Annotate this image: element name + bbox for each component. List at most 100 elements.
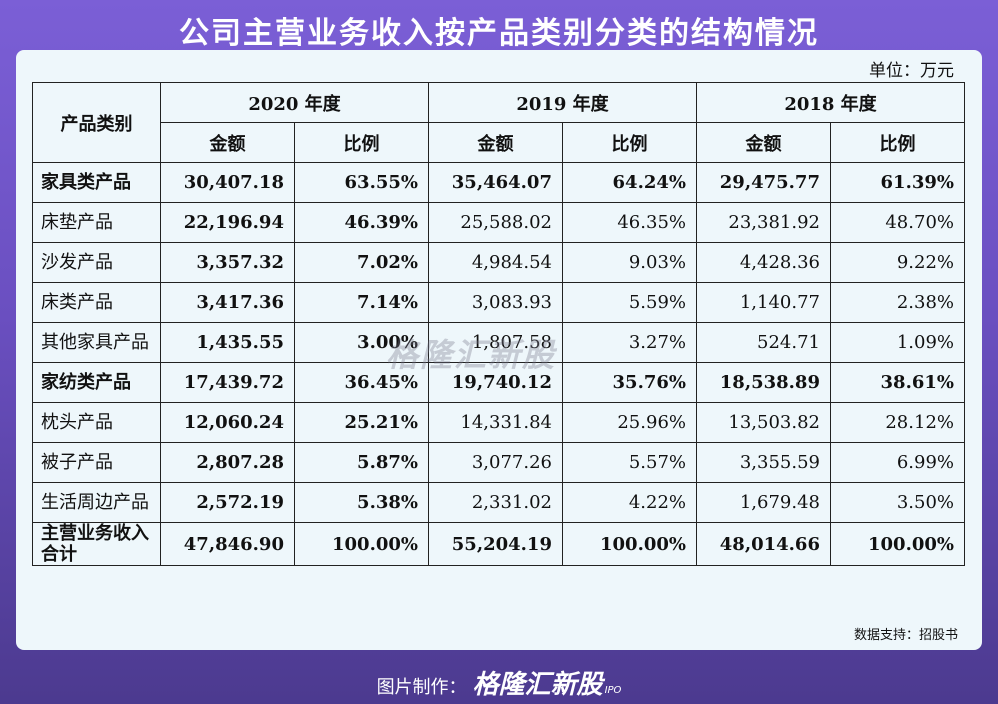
ratio-cell: 2.38% [830,282,965,323]
brand-logo: 格隆汇新股 [472,670,603,700]
footer-label: 图片制作： [376,677,467,698]
row-category-name: 主营业务收入合计 [32,522,161,566]
watermark: 格隆汇新股 [386,336,557,374]
table-row: 枕头产品 12,060.24 25.21% 14,331.84 25.96% 13,503… [32,402,965,443]
table-row: 家纺类产品 17,439.72 36.45% 19,740.12 35.76% 18,53… [32,362,965,403]
header-amount: 金额 [160,122,295,163]
table-row: 家具类产品 30,407.18 63.55% 35,464.07 64.24% 29,47… [32,162,965,203]
ratio-cell: 38.61% [830,362,965,403]
ratio-cell: 3.50% [830,482,965,523]
row-category-name: 生活周边产品 [32,482,161,523]
table-row: 其他家具产品 1,435.55 3.00% 1,807.58 3.27% 524.71 1.… [32,322,965,363]
row-category-name: 床类产品 [32,282,161,323]
ratio-cell: 100.00% [294,522,429,566]
ratio-cell: 3.27% [562,322,697,363]
ratio-cell: 46.35% [562,202,697,243]
header-amount: 金额 [696,122,831,163]
ratio-cell: 46.39% [294,202,429,243]
table-row: 床类产品 3,417.36 7.14% 3,083.93 5.59% 1,140.77 2.… [32,282,965,323]
row-category-name: 枕头产品 [32,402,161,443]
header-ratio: 比例 [830,122,965,163]
ratio-cell: 100.00% [830,522,965,566]
amount-cell: 13,503.82 [696,402,831,443]
amount-cell: 29,475.77 [696,162,831,203]
row-category-name: 其他家具产品 [32,322,161,363]
amount-cell: 1,807.58 [428,322,563,363]
amount-cell: 12,060.24 [160,402,295,443]
header-row-columns: 金额 比例 金额 比例 金额 比例 [33,122,965,163]
amount-cell: 48,014.66 [696,522,831,566]
ratio-cell: 5.38% [294,482,429,523]
table-row: 沙发产品 3,357.32 7.02% 4,984.54 9.03% 4,428.36 9.… [32,242,965,283]
row-category-name: 被子产品 [32,442,161,483]
amount-cell: 1,435.55 [160,322,295,363]
table-row: 生活周边产品 2,572.19 5.38% 2,331.02 4.22% 1,679.48… [32,482,965,523]
amount-cell: 1,140.77 [696,282,831,323]
ratio-cell: 28.12% [830,402,965,443]
amount-cell: 14,331.84 [428,402,563,443]
ratio-cell: 5.59% [562,282,697,323]
ratio-cell: 25.21% [294,402,429,443]
amount-cell: 3,357.32 [160,242,295,283]
amount-cell: 17,439.72 [160,362,295,403]
row-category-name: 床垫产品 [32,202,161,243]
amount-cell: 2,331.02 [428,482,563,523]
amount-cell: 524.71 [696,322,831,363]
header-year-2019: 2019 年度 [428,82,697,123]
row-category-name: 家纺类产品 [32,362,161,403]
row-category-name: 家具类产品 [32,162,161,203]
header-ratio: 比例 [294,122,429,163]
source-note: 数据支持：招股书 [853,628,958,643]
amount-cell: 1,679.48 [696,482,831,523]
amount-cell: 23,381.92 [696,202,831,243]
header-year-2020: 2020 年度 [160,82,429,123]
header-year-2018: 2018 年度 [696,82,965,123]
amount-cell: 3,083.93 [428,282,563,323]
amount-cell: 4,984.54 [428,242,563,283]
amount-cell: 3,417.36 [160,282,295,323]
amount-cell: 3,077.26 [428,442,563,483]
ratio-cell: 7.14% [294,282,429,323]
row-category-name: 沙发产品 [32,242,161,283]
amount-cell: 55,204.19 [428,522,563,566]
table-row: 主营业务收入合计 47,846.90 100.00% 55,204.19 100.00%… [32,522,965,566]
ratio-cell: 63.55% [294,162,429,203]
ratio-cell: 64.24% [562,162,697,203]
ratio-cell: 5.87% [294,442,429,483]
unit-label: 单位：万元 [869,61,954,81]
amount-cell: 2,807.28 [160,442,295,483]
ratio-cell: 9.03% [562,242,697,283]
amount-cell: 4,428.36 [696,242,831,283]
revenue-table: 产品类别 2020 年度 2019 年度 2018 年度 金额 比例 金额 比例… [32,82,965,566]
ratio-cell: 25.96% [562,402,697,443]
amount-cell: 2,572.19 [160,482,295,523]
amount-cell: 22,196.94 [160,202,295,243]
amount-cell: 47,846.90 [160,522,295,566]
table-row: 被子产品 2,807.28 5.87% 3,077.26 5.57% 3,355.59 6.… [32,442,965,483]
ratio-cell: 100.00% [562,522,697,566]
ratio-cell: 6.99% [830,442,965,483]
brand-ipo-tag: IPO [604,685,622,696]
amount-cell: 3,355.59 [696,442,831,483]
footer: 图片制作： 格隆汇新股 IPO [0,664,998,701]
ratio-cell: 36.45% [294,362,429,403]
amount-cell: 25,588.02 [428,202,563,243]
ratio-cell: 9.22% [830,242,965,283]
table-card: 单位：万元 产品类别 2020 年度 2019 年度 2018 年度 金额 比例… [16,50,982,650]
ratio-cell: 61.39% [830,162,965,203]
header-category: 产品类别 [32,82,161,163]
header-ratio: 比例 [562,122,697,163]
amount-cell: 19,740.12 [428,362,563,403]
page-title: 公司主营业务收入按产品类别分类的结构情况 [179,16,819,51]
amount-cell: 18,538.89 [696,362,831,403]
amount-cell: 35,464.07 [428,162,563,203]
ratio-cell: 1.09% [830,322,965,363]
amount-cell: 30,407.18 [160,162,295,203]
ratio-cell: 4.22% [562,482,697,523]
ratio-cell: 5.57% [562,442,697,483]
ratio-cell: 7.02% [294,242,429,283]
header-row-years: 产品类别 2020 年度 2019 年度 2018 年度 [32,82,965,163]
ratio-cell: 35.76% [562,362,697,403]
table-row: 床垫产品 22,196.94 46.39% 25,588.02 46.35% 23,381… [32,202,965,243]
header-amount: 金额 [428,122,563,163]
